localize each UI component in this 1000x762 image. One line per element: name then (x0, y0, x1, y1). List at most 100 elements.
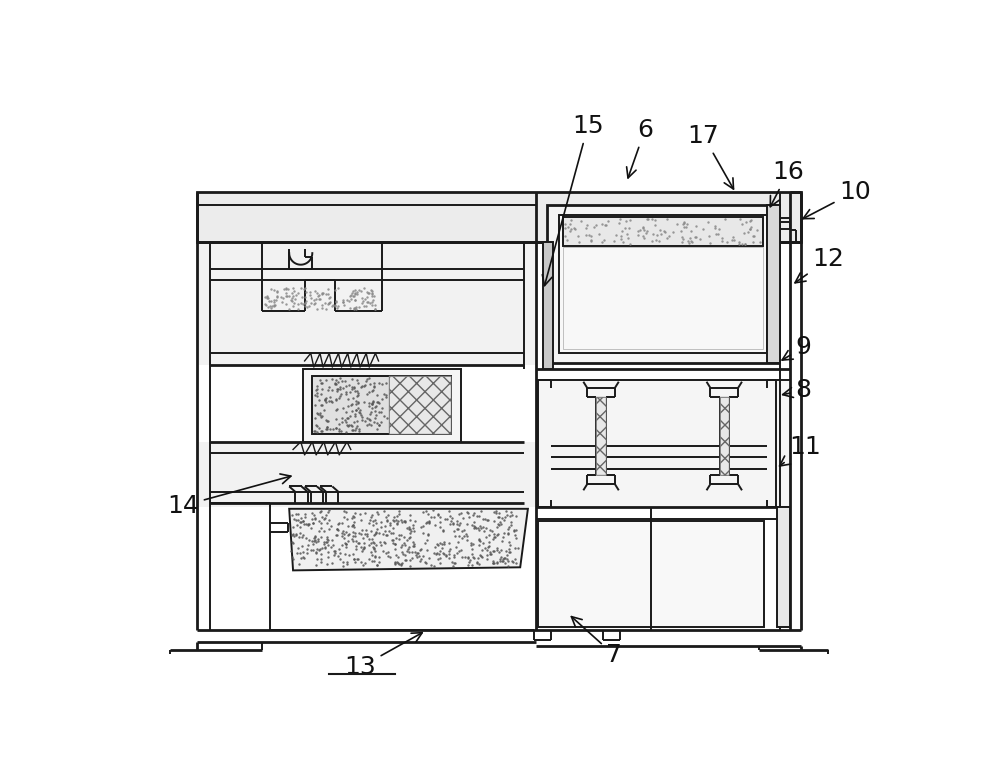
Point (401, 523, 417, 536)
Point (752, 236, 768, 248)
Point (496, 552, 512, 564)
Point (361, 533, 377, 545)
Point (695, 223, 711, 235)
Point (295, 515, 311, 527)
Point (346, 517, 362, 529)
Point (257, 290, 273, 303)
Point (507, 543, 523, 555)
Point (292, 527, 308, 539)
Bar (543, 242, 553, 369)
Point (431, 548, 447, 560)
Point (329, 302, 345, 314)
Point (344, 373, 360, 386)
Point (743, 213, 759, 226)
Point (717, 213, 733, 225)
Point (368, 517, 384, 529)
Point (351, 424, 367, 437)
Point (307, 513, 323, 525)
Point (371, 419, 387, 431)
Point (471, 539, 487, 551)
Point (297, 290, 313, 303)
Point (332, 383, 348, 395)
Point (359, 412, 375, 424)
Point (367, 303, 383, 315)
Point (332, 381, 348, 393)
Point (368, 539, 384, 551)
Bar (389, 376, 451, 434)
Point (396, 536, 412, 549)
Point (386, 514, 402, 527)
Point (353, 285, 369, 297)
Point (404, 552, 420, 564)
Point (328, 412, 344, 424)
Point (486, 545, 502, 557)
Point (365, 519, 381, 531)
Point (283, 545, 299, 557)
Point (367, 303, 383, 315)
Point (731, 235, 747, 248)
Point (402, 514, 418, 526)
Point (334, 530, 350, 542)
Point (371, 406, 387, 418)
Bar (596, 397, 606, 475)
Point (322, 423, 338, 435)
Point (373, 406, 389, 418)
Point (330, 524, 346, 536)
Point (499, 553, 515, 565)
Point (363, 284, 379, 296)
Point (259, 290, 275, 303)
Point (508, 557, 524, 569)
Point (622, 239, 638, 251)
Point (445, 517, 461, 529)
Point (307, 424, 323, 437)
Point (471, 559, 487, 571)
Point (444, 512, 460, 524)
Point (356, 537, 372, 549)
Point (434, 538, 450, 550)
Point (500, 555, 516, 567)
Point (418, 504, 434, 517)
Point (298, 286, 314, 298)
Point (356, 542, 372, 554)
Point (358, 300, 374, 312)
Point (285, 282, 301, 294)
Point (486, 557, 502, 569)
Point (653, 228, 669, 240)
Point (737, 238, 753, 250)
Point (319, 533, 335, 546)
Point (665, 226, 681, 238)
Point (412, 555, 428, 567)
Point (266, 293, 282, 306)
Point (415, 506, 431, 518)
Point (258, 299, 274, 311)
Point (719, 235, 735, 248)
Point (317, 297, 333, 309)
Point (275, 291, 291, 303)
Point (314, 383, 330, 395)
Bar (720, 397, 729, 475)
Point (309, 543, 325, 555)
Point (451, 518, 467, 530)
Point (413, 521, 429, 533)
Point (347, 507, 363, 519)
Point (289, 547, 305, 559)
Point (743, 221, 759, 233)
Bar (563, 217, 763, 246)
Point (435, 524, 451, 536)
Point (305, 544, 321, 556)
Point (314, 543, 330, 555)
Point (363, 536, 379, 549)
Text: 7: 7 (571, 616, 622, 667)
Point (476, 525, 492, 537)
Point (485, 545, 501, 557)
Point (710, 228, 726, 240)
Point (373, 516, 389, 528)
Point (488, 507, 504, 520)
Point (384, 534, 400, 546)
Point (432, 552, 448, 564)
Point (419, 515, 435, 527)
Point (380, 550, 396, 562)
Point (594, 217, 610, 229)
Point (350, 387, 366, 399)
Point (746, 230, 762, 242)
